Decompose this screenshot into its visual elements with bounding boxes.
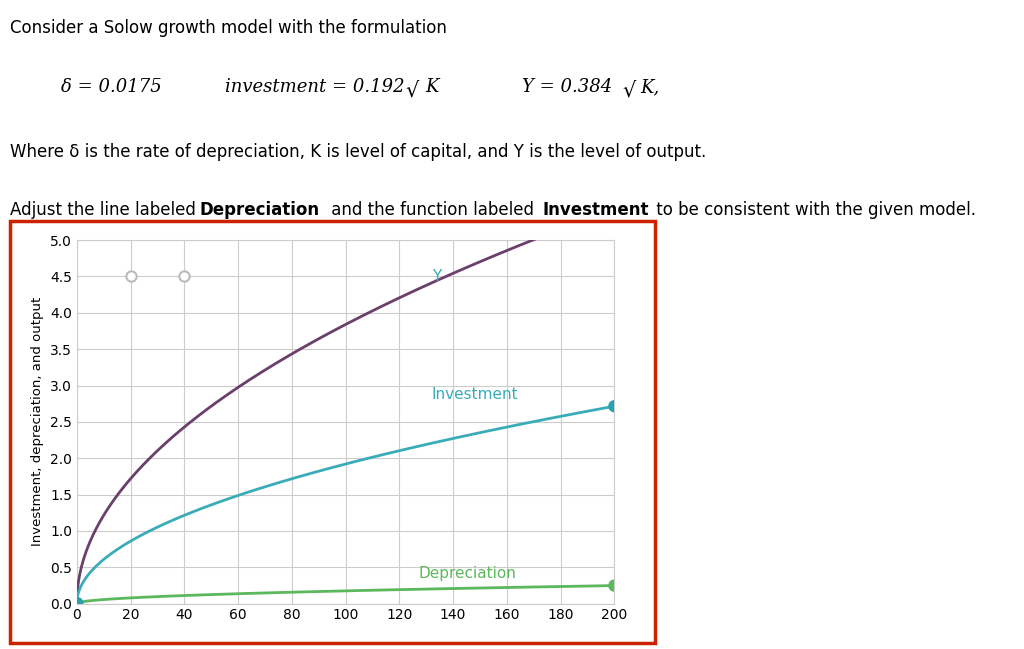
Point <box>606 580 623 591</box>
Text: Depreciation: Depreciation <box>200 201 319 219</box>
Point <box>123 271 139 282</box>
Text: to be consistent with the given model.: to be consistent with the given model. <box>651 201 976 219</box>
Text: investment = 0.192: investment = 0.192 <box>225 78 404 96</box>
Text: Consider a Solow growth model with the formulation: Consider a Solow growth model with the f… <box>10 19 447 38</box>
Point <box>69 598 85 609</box>
Text: K: K <box>425 78 438 96</box>
Text: Investment: Investment <box>543 201 649 219</box>
Text: and the function labeled: and the function labeled <box>326 201 539 219</box>
Text: Investment: Investment <box>432 387 518 402</box>
Text: Adjust the line labeled: Adjust the line labeled <box>10 201 202 219</box>
Point <box>176 271 193 282</box>
Text: √: √ <box>623 81 636 100</box>
Text: δ = 0.0175: δ = 0.0175 <box>61 78 162 96</box>
Text: K,: K, <box>640 78 659 96</box>
Text: Y = 0.384: Y = 0.384 <box>522 78 612 96</box>
Text: √: √ <box>406 81 419 100</box>
Text: Where δ is the rate of depreciation, K is level of capital, and Y is the level o: Where δ is the rate of depreciation, K i… <box>10 143 707 161</box>
Text: Y: Y <box>432 269 441 284</box>
Y-axis label: Investment, depreciation, and output: Investment, depreciation, and output <box>32 297 44 546</box>
Text: Depreciation: Depreciation <box>418 566 516 582</box>
Point <box>606 401 623 411</box>
